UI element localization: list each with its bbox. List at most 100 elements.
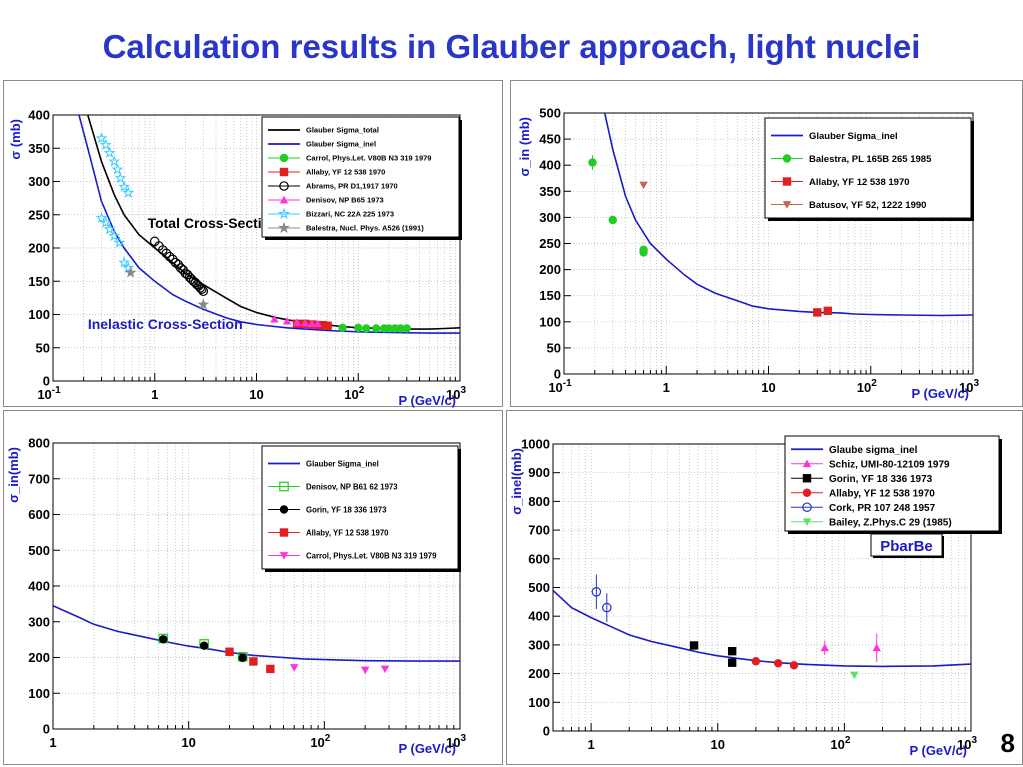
y-tick-label: 900 <box>528 465 550 480</box>
x-tick-base: 10 <box>310 735 324 750</box>
series-balestra-pl-165b-265-1985 <box>588 155 648 257</box>
series-batusov-yf-52-1222-1990 <box>639 181 648 190</box>
y-axis-label: σ_in (mb) <box>517 117 532 176</box>
legend-entry-label: Allaby, YF 12 538 1970 <box>809 177 910 188</box>
page-number: 8 <box>1000 728 1015 758</box>
data-point <box>290 664 299 672</box>
y-tick-label: 300 <box>539 210 561 225</box>
data-point <box>292 318 302 326</box>
x-tick-exponent: 2 <box>871 378 877 389</box>
data-point <box>103 223 116 235</box>
data-point <box>300 318 310 327</box>
x-tick-label: 10-1 <box>37 385 61 402</box>
x-tick-label: 102 <box>310 733 330 750</box>
data-point <box>124 266 137 278</box>
data-point <box>167 254 178 265</box>
legend-swatch-marker <box>279 552 289 560</box>
x-tick-base: 1 <box>588 737 595 752</box>
x-tick-base: 10 <box>344 387 358 402</box>
y-tick-label: 400 <box>28 108 50 123</box>
x-tick-base: 1 <box>663 380 670 395</box>
legend-swatch-marker <box>278 221 290 234</box>
y-axis-label: σ_inel(mb) <box>509 448 524 515</box>
legend-swatch-marker <box>802 459 812 468</box>
chart-panel-pbar-de: 0 50 100 150 200 250 300 350 400 10-1 1 10 102 103 P (… <box>3 80 503 409</box>
legend: Glaube sigma_inel Schiz, UMI-80-12109 197… <box>784 435 1002 534</box>
y-tick-label: 250 <box>539 236 561 251</box>
data-point <box>371 324 381 333</box>
data-point <box>225 647 234 656</box>
legend-swatch-marker <box>279 481 289 492</box>
chart-tag: PbarBe <box>870 533 944 558</box>
legend-swatch-marker <box>802 502 812 513</box>
legend-entry-label: Denisov, NP B61 62 1973 <box>306 482 398 491</box>
series-allaby-yf-12-538-1970 <box>751 657 799 670</box>
data-point <box>122 261 135 274</box>
curve-glauber-sigma-inel <box>53 604 460 662</box>
y-tick-label: 700 <box>528 523 550 538</box>
y-tick-label: 300 <box>28 614 50 629</box>
data-point <box>608 215 617 225</box>
x-tick-label: 10-1 <box>548 378 572 395</box>
legend-entry-label: Bizzari, NC 22A 225 1973 <box>306 210 394 219</box>
x-tick-label: 1 <box>151 387 158 402</box>
curve-glauber-sigma-inel <box>78 115 460 334</box>
y-tick-label: 200 <box>28 241 50 256</box>
slide-title: Calculation results in Glauber approach,… <box>102 28 921 65</box>
legend-entry-label: Schiz, UMI-80-12109 1979 <box>829 459 950 470</box>
y-tick-label: 600 <box>528 551 550 566</box>
y-tick-label: 500 <box>539 106 561 121</box>
legend-swatch-marker <box>279 153 289 163</box>
y-tick-label: 200 <box>539 262 561 277</box>
data-point <box>113 236 126 248</box>
data-point <box>95 132 108 144</box>
data-point <box>170 257 181 268</box>
data-point <box>384 324 394 333</box>
data-point <box>164 251 175 262</box>
legend-swatch-marker <box>279 167 289 177</box>
legend-entry-label: Abrams, PR D1,1917 1970 <box>306 182 398 191</box>
x-tick-label: 1 <box>663 380 670 395</box>
legend-entry-label: Allaby, YF 12 538 1970 <box>306 528 389 537</box>
y-tick-label: 600 <box>28 507 50 522</box>
data-point <box>195 283 206 293</box>
y-tick-label: 0 <box>554 367 561 382</box>
series-denisov-np-b65-1973 <box>270 314 322 328</box>
y-tick-label: 200 <box>528 666 550 681</box>
data-point <box>118 180 131 192</box>
legend-swatch-marker <box>802 488 812 497</box>
x-tick-label: 1 <box>49 735 56 750</box>
y-tick-label: 800 <box>28 436 50 451</box>
data-point <box>108 229 121 242</box>
data-point <box>114 172 127 184</box>
data-point <box>307 319 317 328</box>
series-carrol-phys-let-v80b-n3-319-1979 <box>290 664 390 675</box>
series-carrol-phys-let-v80b-n3-319-1979 <box>338 323 411 333</box>
chart-panel-pbar-he4: 0 50 100 150 200 250 300 350 400 450 500 10-1 1 10 102… <box>510 80 1023 407</box>
legend-swatch-marker <box>782 177 792 186</box>
data-point <box>99 138 112 150</box>
legend-swatch-marker <box>279 505 289 514</box>
data-point <box>396 324 405 333</box>
data-point <box>360 666 370 675</box>
legend-entry-label: Balestra, Nucl. Phys. A526 (1991) <box>306 224 424 233</box>
data-point <box>727 647 737 656</box>
data-point <box>99 216 112 228</box>
legend-swatch-marker <box>782 201 792 209</box>
annotation: Inelastic Cross-Section <box>88 316 243 332</box>
legend-entry-label: Allaby, YF 12 538 1970 <box>829 488 935 499</box>
legend-box <box>261 445 459 570</box>
legend-entry-label: Gorin, YF 18 336 1973 <box>306 505 387 514</box>
theory-curves <box>603 113 973 317</box>
y-tick-label: 50 <box>36 340 50 355</box>
x-tick-base: 10 <box>181 735 195 750</box>
x-tick-base: 10 <box>37 387 51 402</box>
data-point <box>639 181 648 190</box>
legend-swatch-marker <box>782 154 792 163</box>
legend-entry-label: Bailey, Z.Phys.C 29 (1985) <box>829 517 952 528</box>
data-point <box>103 146 116 158</box>
